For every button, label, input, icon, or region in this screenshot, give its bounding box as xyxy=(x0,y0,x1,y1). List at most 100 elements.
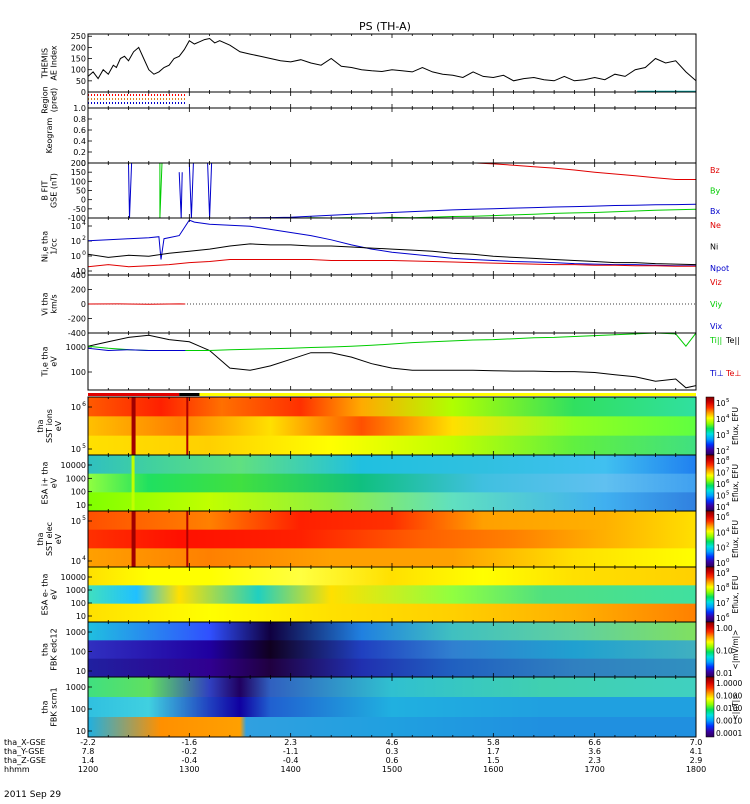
mode-bar-black xyxy=(179,393,199,396)
panel-7-ylabel-0: tha xyxy=(36,419,45,432)
panel-2-ylabel-0: Keogram xyxy=(45,117,54,153)
panel-10-ylabel-1: eV xyxy=(50,589,59,600)
panel-4-legend-Ne: Ne xyxy=(710,221,721,230)
panel-8-ytick-label: 10000 xyxy=(61,461,86,470)
xaxis-value: -0.2 xyxy=(182,747,198,756)
mode-bar-red xyxy=(88,393,179,396)
panel-12-colorbar-label: <|nT|> xyxy=(731,694,740,721)
panel-0-ytick-label: 200 xyxy=(71,43,86,52)
panel-3-ytick-label: 150 xyxy=(71,168,86,177)
panel-2-ytick-label: 0.6 xyxy=(73,126,86,135)
panel-7-spectrogram-band xyxy=(88,416,696,436)
panel-9-colorbar-tick: 10 xyxy=(716,559,726,568)
panel-0-series xyxy=(88,39,696,92)
panel-12-ylabel-0: tha xyxy=(41,700,50,713)
panel-1-ylabel-1: (pred) xyxy=(50,88,59,112)
mode-bar xyxy=(88,393,696,396)
panel-7-colorbar-exp: 5 xyxy=(726,398,730,404)
panel-10-colorbar-tick: 10 xyxy=(716,614,726,623)
xaxis-value: 1.4 xyxy=(82,756,95,765)
panel-7-colorbar-exp: 2 xyxy=(726,446,730,452)
plot-title: PS (TH-A) xyxy=(359,20,411,33)
panel-10-spectrogram-band xyxy=(88,585,696,604)
panel-11-ytick-label: 100 xyxy=(71,648,86,657)
panel-7-ytick-label: 10 xyxy=(71,403,81,412)
panel-10-ytick-label: 10 xyxy=(76,612,86,621)
panel-0-ytick-label: 0 xyxy=(81,88,86,97)
panel-10-colorbar-tick: 10 xyxy=(716,569,726,578)
panel-5-legend-Vix: Vix xyxy=(710,322,723,331)
panel-7-ylabel-1: SST ions xyxy=(45,409,54,443)
panel-9-ytick-label: 10 xyxy=(71,557,81,566)
panel-9-spectrogram-band xyxy=(88,530,696,549)
xaxis-row-label: tha_Y-GSE xyxy=(4,747,45,756)
xaxis-value: 1300 xyxy=(179,765,199,774)
xaxis-value: 4.1 xyxy=(690,747,703,756)
panel-6-series xyxy=(88,333,696,388)
panel-12-ytick-label: 1000 xyxy=(66,683,86,692)
xaxis-value: 1800 xyxy=(686,765,706,774)
xaxis-value: 1.7 xyxy=(487,747,500,756)
panel-0-frame xyxy=(88,34,696,92)
panel-9-colorbar-exp: 4 xyxy=(726,527,730,533)
xaxis-value: 2.3 xyxy=(588,756,601,765)
panel-6-ytick-label: 100 xyxy=(71,368,86,377)
panel-3-frame xyxy=(88,163,696,218)
panel-4-legend-Npot: Npot xyxy=(710,264,729,273)
panel-0-ytick-label: 150 xyxy=(71,55,86,64)
panel-3-legend-Bz: Bz xyxy=(710,166,720,175)
panel-12-ytick-label: 10 xyxy=(76,727,86,736)
panel-5-ytick-label: 400 xyxy=(71,271,86,280)
panel-8-colorbar-tick: 10 xyxy=(716,457,726,466)
xaxis-value: -0.4 xyxy=(283,756,299,765)
panel-10-ytick-label: 10000 xyxy=(61,573,86,582)
xaxis-row-label: hhmm xyxy=(4,765,30,774)
panel-9-colorbar-exp: 2 xyxy=(726,543,730,549)
panel-6-legend-Ti⊥: Ti⊥ xyxy=(709,369,724,378)
panel-5-ylabel-1: km/s xyxy=(50,294,59,313)
panel-8-ylabel-0: ESA i+ tha xyxy=(41,461,50,504)
panel-9-ytick-label: 10 xyxy=(71,517,81,526)
panel-7-colorbar-exp: 3 xyxy=(726,430,730,436)
panel-8-ytick-label: 1000 xyxy=(66,474,86,483)
panel-4-ytick-label: 10 xyxy=(71,252,81,261)
panel-8-colorbar-tick: 10 xyxy=(716,492,726,501)
panel-11-ylabel-1: FBK edc12 xyxy=(50,628,59,670)
panel-4-ytick-exp: 0 xyxy=(82,250,86,257)
panel-9-streak xyxy=(186,511,188,567)
xaxis-value: 7.8 xyxy=(82,747,95,756)
panel-8-ytick-label: 10 xyxy=(76,501,86,510)
panel-7-streak xyxy=(132,397,136,455)
panel-10-ylabel-0: ESA e- tha xyxy=(41,574,50,616)
panel-5-legend-Viy: Viy xyxy=(710,300,723,309)
panel-4-line-Ni xyxy=(88,244,696,265)
panel-10-colorbar-exp: 9 xyxy=(726,568,730,574)
panel-6-legend-Te||: Te|| xyxy=(725,336,740,345)
panel-10-colorbar-tick: 10 xyxy=(716,584,726,593)
panel-0-ytick-label: 100 xyxy=(71,66,86,75)
panel-8-ytick-label: 100 xyxy=(71,488,86,497)
panel-10-ytick-label: 100 xyxy=(71,599,86,608)
xaxis-value: 2.3 xyxy=(284,738,297,747)
panel-2-ytick-label: 0.4 xyxy=(73,137,86,146)
panel-7-ylabel-2: eV xyxy=(54,420,63,431)
panel-3-line-By xyxy=(270,209,696,218)
panel-3-ytick-label: 100 xyxy=(71,177,86,186)
panel-6-ylabel-1: eV xyxy=(50,356,59,367)
xaxis-value: -0.4 xyxy=(182,756,198,765)
panel-5-legend-Viz: Viz xyxy=(710,278,722,287)
panel-9-colorbar-tick: 10 xyxy=(716,544,726,553)
panel-5-ytick-label: 200 xyxy=(71,286,86,295)
panel-12-colorbar-tick: 1.0000 xyxy=(716,679,742,688)
xaxis-value: 5.8 xyxy=(487,738,500,747)
panel-3-line-Bx xyxy=(129,163,132,218)
panel-0-line-0 xyxy=(88,39,696,81)
